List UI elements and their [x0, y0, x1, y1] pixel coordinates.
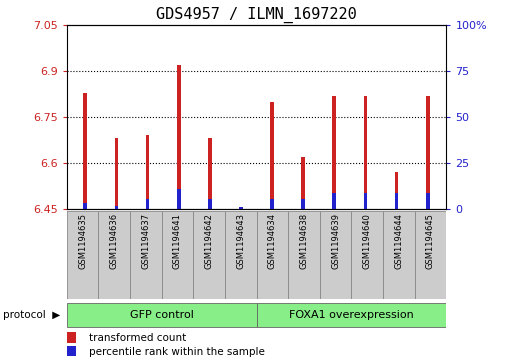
Bar: [67, 211, 98, 299]
Bar: [114, 138, 119, 209]
Text: percentile rank within the sample: percentile rank within the sample: [89, 347, 265, 356]
Text: GSM1194643: GSM1194643: [236, 213, 245, 269]
Bar: [301, 157, 305, 209]
Bar: [256, 211, 288, 299]
Text: GSM1194639: GSM1194639: [331, 213, 340, 269]
Bar: [239, 208, 243, 209]
Title: GDS4957 / ILMN_1697220: GDS4957 / ILMN_1697220: [156, 7, 357, 23]
Bar: [193, 211, 225, 299]
Text: GSM1194641: GSM1194641: [173, 213, 182, 269]
Text: GSM1194634: GSM1194634: [268, 213, 277, 269]
Bar: [208, 199, 212, 209]
Bar: [394, 172, 399, 209]
Text: GSM1194637: GSM1194637: [141, 213, 150, 269]
Text: GSM1194645: GSM1194645: [426, 213, 435, 269]
Bar: [364, 193, 367, 209]
Text: protocol  ▶: protocol ▶: [3, 310, 60, 320]
Text: FOXA1 overexpression: FOXA1 overexpression: [289, 310, 414, 320]
Bar: [84, 203, 87, 209]
Bar: [320, 211, 351, 299]
Bar: [67, 333, 76, 343]
Bar: [67, 346, 76, 356]
Bar: [332, 96, 336, 209]
Bar: [426, 193, 429, 209]
Bar: [364, 96, 367, 209]
Bar: [383, 211, 415, 299]
Text: GSM1194636: GSM1194636: [110, 213, 119, 269]
Bar: [301, 199, 305, 209]
Bar: [332, 193, 336, 209]
Bar: [351, 211, 383, 299]
Text: transformed count: transformed count: [89, 333, 186, 343]
Bar: [256, 303, 446, 327]
Bar: [270, 199, 274, 209]
Bar: [162, 211, 193, 299]
Bar: [225, 211, 256, 299]
Bar: [146, 199, 149, 209]
Bar: [177, 65, 181, 209]
Text: GSM1194644: GSM1194644: [394, 213, 403, 269]
Bar: [208, 138, 212, 209]
Bar: [146, 135, 149, 209]
Text: GSM1194638: GSM1194638: [300, 213, 308, 269]
Bar: [98, 211, 130, 299]
Bar: [177, 188, 181, 209]
Text: GSM1194640: GSM1194640: [363, 213, 372, 269]
Bar: [84, 93, 87, 209]
Text: GSM1194635: GSM1194635: [78, 213, 87, 269]
Text: GFP control: GFP control: [130, 310, 193, 320]
Bar: [288, 211, 320, 299]
Bar: [270, 102, 274, 209]
Bar: [114, 206, 119, 209]
Bar: [130, 211, 162, 299]
Bar: [426, 96, 429, 209]
Bar: [394, 193, 399, 209]
Bar: [239, 207, 243, 209]
Bar: [67, 303, 256, 327]
Text: GSM1194642: GSM1194642: [205, 213, 213, 269]
Bar: [415, 211, 446, 299]
